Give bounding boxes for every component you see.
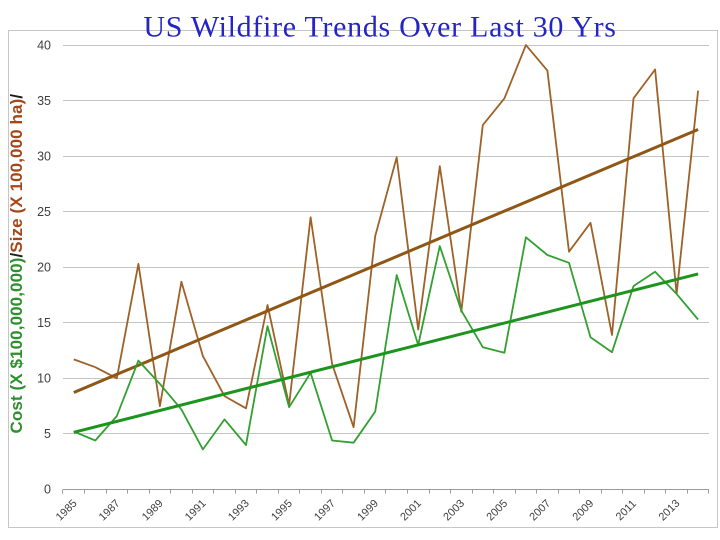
svg-text:30: 30	[37, 150, 51, 164]
svg-text:0: 0	[44, 483, 51, 497]
svg-text:35: 35	[37, 94, 51, 108]
svg-text:Cost (X $100,000,000)/Size (X: Cost (X $100,000,000)/Size (X 100,000 ha…	[7, 94, 26, 434]
svg-text:US Wildfire Trends Over Last 3: US Wildfire Trends Over Last 30 Yrs	[143, 11, 616, 44]
svg-text:10: 10	[37, 372, 51, 386]
svg-text:25: 25	[37, 205, 51, 219]
svg-text:5: 5	[44, 427, 51, 441]
svg-text:20: 20	[37, 261, 51, 275]
svg-text:15: 15	[37, 316, 51, 330]
svg-text:40: 40	[37, 38, 51, 52]
